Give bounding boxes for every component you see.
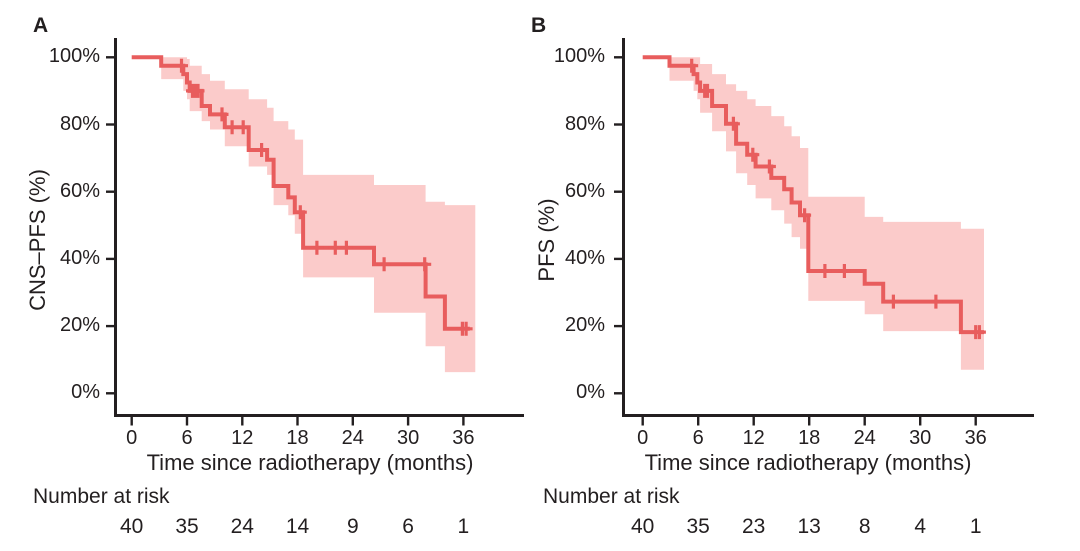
x-tick-label-b: 18: [798, 427, 821, 449]
y-tick-label-a: 40%: [59, 246, 100, 269]
y-tick-label-a: 20%: [59, 314, 100, 337]
risk-number-a: 35: [175, 515, 199, 538]
y-tick-label-b: 0%: [576, 381, 605, 404]
x-tick-label-a: 36: [452, 427, 475, 449]
panel-a-x-axis-title: Time since radiotherapy (months): [146, 450, 474, 475]
risk-number-a: 1: [457, 515, 470, 538]
censor-marks-a: [175, 58, 473, 336]
y-tick-label-a: 0%: [71, 381, 100, 404]
x-tick-label-b: 36: [964, 427, 987, 449]
risk-number-b: 1: [969, 515, 982, 538]
risk-number-b: 8: [858, 515, 871, 538]
x-tick-label-b: 24: [853, 427, 876, 449]
risk-number-b: 23: [742, 515, 766, 538]
ci-band-a: [161, 57, 476, 373]
risk-number-b: 35: [686, 515, 710, 538]
y-tick-label-b: 100%: [553, 45, 605, 68]
x-tick-label-b: 6: [692, 427, 704, 449]
panel-a-letter: A: [33, 14, 49, 37]
y-tick-label-b: 20%: [564, 314, 605, 337]
risk-number-b: 13: [797, 515, 821, 538]
risk-number-a: 24: [230, 515, 254, 538]
risk-number-a: 6: [402, 515, 414, 538]
risk-number-a: 14: [285, 515, 310, 538]
x-tick-label-a: 12: [231, 427, 254, 449]
x-tick-label-a: 24: [341, 427, 364, 449]
y-tick-label-a: 60%: [59, 179, 100, 202]
x-tick-label-b: 0: [637, 427, 649, 449]
y-tick-label-b: 60%: [564, 179, 605, 202]
panel-b-letter: B: [531, 14, 547, 37]
risk-number-b: 4: [914, 515, 927, 538]
x-tick-label-a: 18: [286, 427, 309, 449]
panel-b-x-axis-title: Time since radiotherapy (months): [644, 450, 972, 475]
x-tick-label-a: 0: [126, 427, 138, 449]
x-tick-label-b: 12: [742, 427, 765, 449]
censor-marks-b: [685, 58, 986, 340]
risk-number-a: 40: [120, 515, 144, 538]
y-tick-label-b: 80%: [564, 112, 605, 135]
panel-a-risk-header: Number at risk: [33, 485, 170, 508]
y-tick-label-a: 80%: [59, 112, 100, 135]
x-tick-label-a: 6: [181, 427, 193, 449]
y-tick-label-a: 100%: [48, 45, 100, 68]
x-tick-label-a: 30: [396, 427, 420, 449]
panel-b-risk-header: Number at risk: [543, 485, 680, 508]
ci-band-b: [669, 57, 984, 370]
x-tick-label-b: 30: [909, 427, 932, 449]
y-tick-label-b: 40%: [564, 246, 605, 269]
survival-curve-b: [642, 55, 984, 335]
risk-number-b: 40: [631, 515, 655, 538]
risk-number-a: 9: [346, 515, 359, 538]
